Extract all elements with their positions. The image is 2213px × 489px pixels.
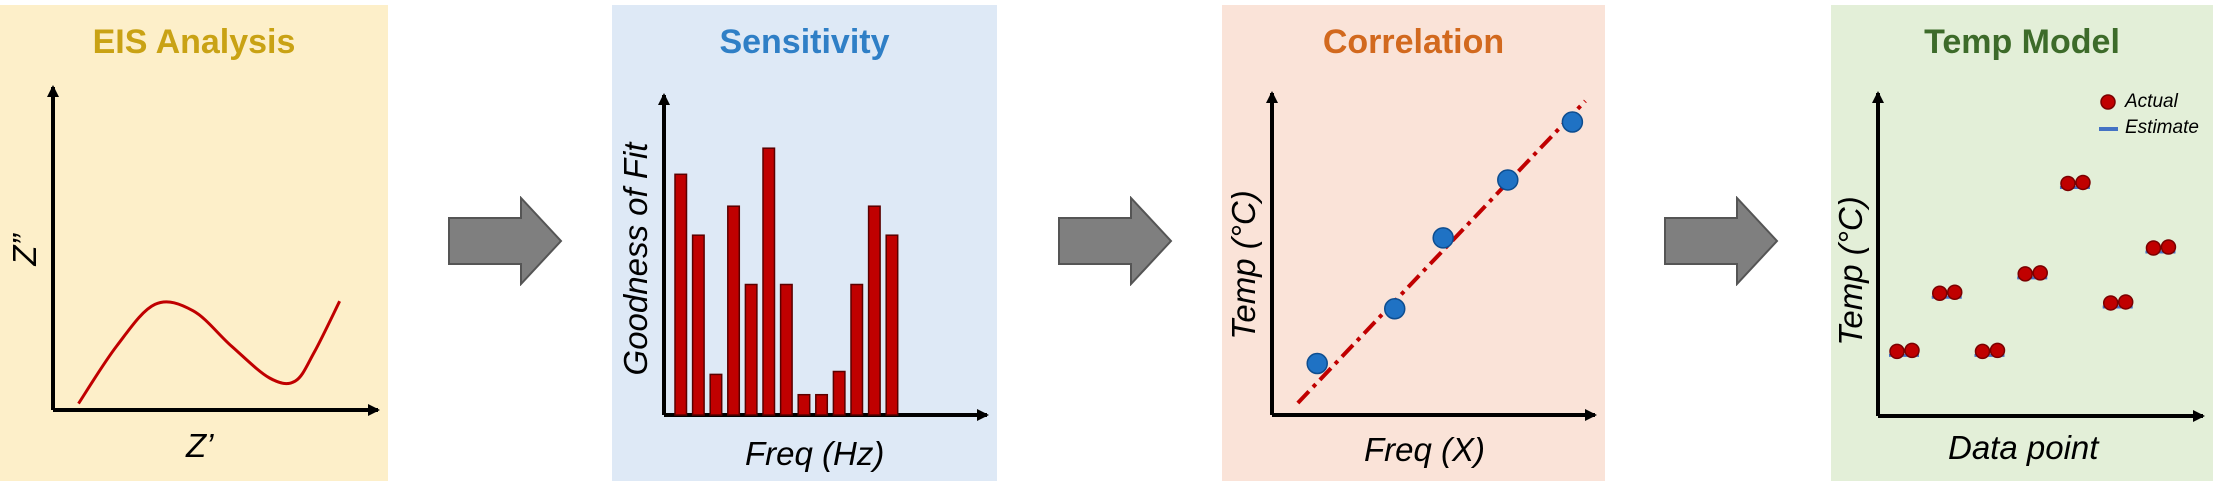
legend-estimate-label: Estimate <box>2125 117 2199 138</box>
bar <box>797 393 811 416</box>
actual-point <box>1904 342 1920 359</box>
panel-eis-analysis: EIS Analysis Z” Z’ <box>0 5 388 481</box>
actual-point <box>2145 240 2162 256</box>
trendline <box>1296 99 1587 405</box>
panel-sensitivity: Sensitivity Goodness of Fit Freq (Hz) <box>612 5 997 481</box>
y-axis-label: Temp (°C) <box>1225 190 1262 340</box>
actual-point <box>1946 284 1963 301</box>
bar <box>762 147 776 416</box>
bar <box>815 393 829 416</box>
actual-point <box>1889 343 1905 360</box>
data-point <box>1561 111 1584 133</box>
data-point <box>1306 352 1328 375</box>
arrow-right-icon <box>1663 195 1779 287</box>
x-axis-label: Z’ <box>186 427 214 464</box>
actual-point <box>1931 285 1948 302</box>
temp-model-plot <box>1872 91 2205 422</box>
data-point <box>1432 227 1454 249</box>
bar <box>727 205 741 416</box>
panel-title: Correlation <box>1322 23 1505 61</box>
actual-point <box>2102 295 2119 311</box>
bar <box>691 234 705 416</box>
panel-temp-model: Temp Model Actual Estimate Temp (°C) Dat… <box>1831 5 2213 481</box>
panel-title: EIS Analysis <box>92 23 296 61</box>
y-axis-label: Temp (°C) <box>1832 196 1869 346</box>
bar <box>674 173 688 416</box>
actual-point <box>2117 294 2134 310</box>
legend-actual-label: Actual <box>2125 91 2178 112</box>
actual-point <box>2160 239 2177 255</box>
x-axis-label: Data point <box>1948 429 2099 466</box>
bar <box>744 283 758 416</box>
data-point <box>1383 297 1406 320</box>
correlation-scatter-plot <box>1266 91 1597 421</box>
sensitivity-bar-chart <box>658 93 989 421</box>
y-axis-label: Goodness of Fit <box>617 142 654 376</box>
actual-point <box>2017 266 2033 282</box>
bar <box>709 373 723 416</box>
y-axis-label: Z” <box>6 234 43 266</box>
x-axis-label: Freq (X) <box>1364 431 1486 468</box>
bar <box>867 205 881 416</box>
x-axis-label: Freq (Hz) <box>745 435 885 472</box>
actual-point <box>1989 342 2006 359</box>
actual-point <box>2075 174 2091 191</box>
actual-point <box>2032 265 2048 281</box>
arrow-right-icon <box>1057 195 1173 287</box>
bar <box>850 283 864 416</box>
arrow-right-icon <box>447 195 563 287</box>
legend-actual-marker <box>2100 94 2116 110</box>
panel-title: Temp Model <box>1924 23 2120 61</box>
panel-title: Sensitivity <box>719 23 890 61</box>
data-point <box>1497 169 1519 191</box>
bar <box>885 234 899 416</box>
eis-nyquist-plot <box>47 85 380 416</box>
bar <box>779 283 793 416</box>
actual-point <box>1974 343 1991 360</box>
impedance-curve <box>77 300 341 405</box>
panel-correlation: Correlation Temp (°C) Freq (X) <box>1222 5 1605 481</box>
bar <box>832 370 846 416</box>
actual-point <box>2060 175 2076 192</box>
